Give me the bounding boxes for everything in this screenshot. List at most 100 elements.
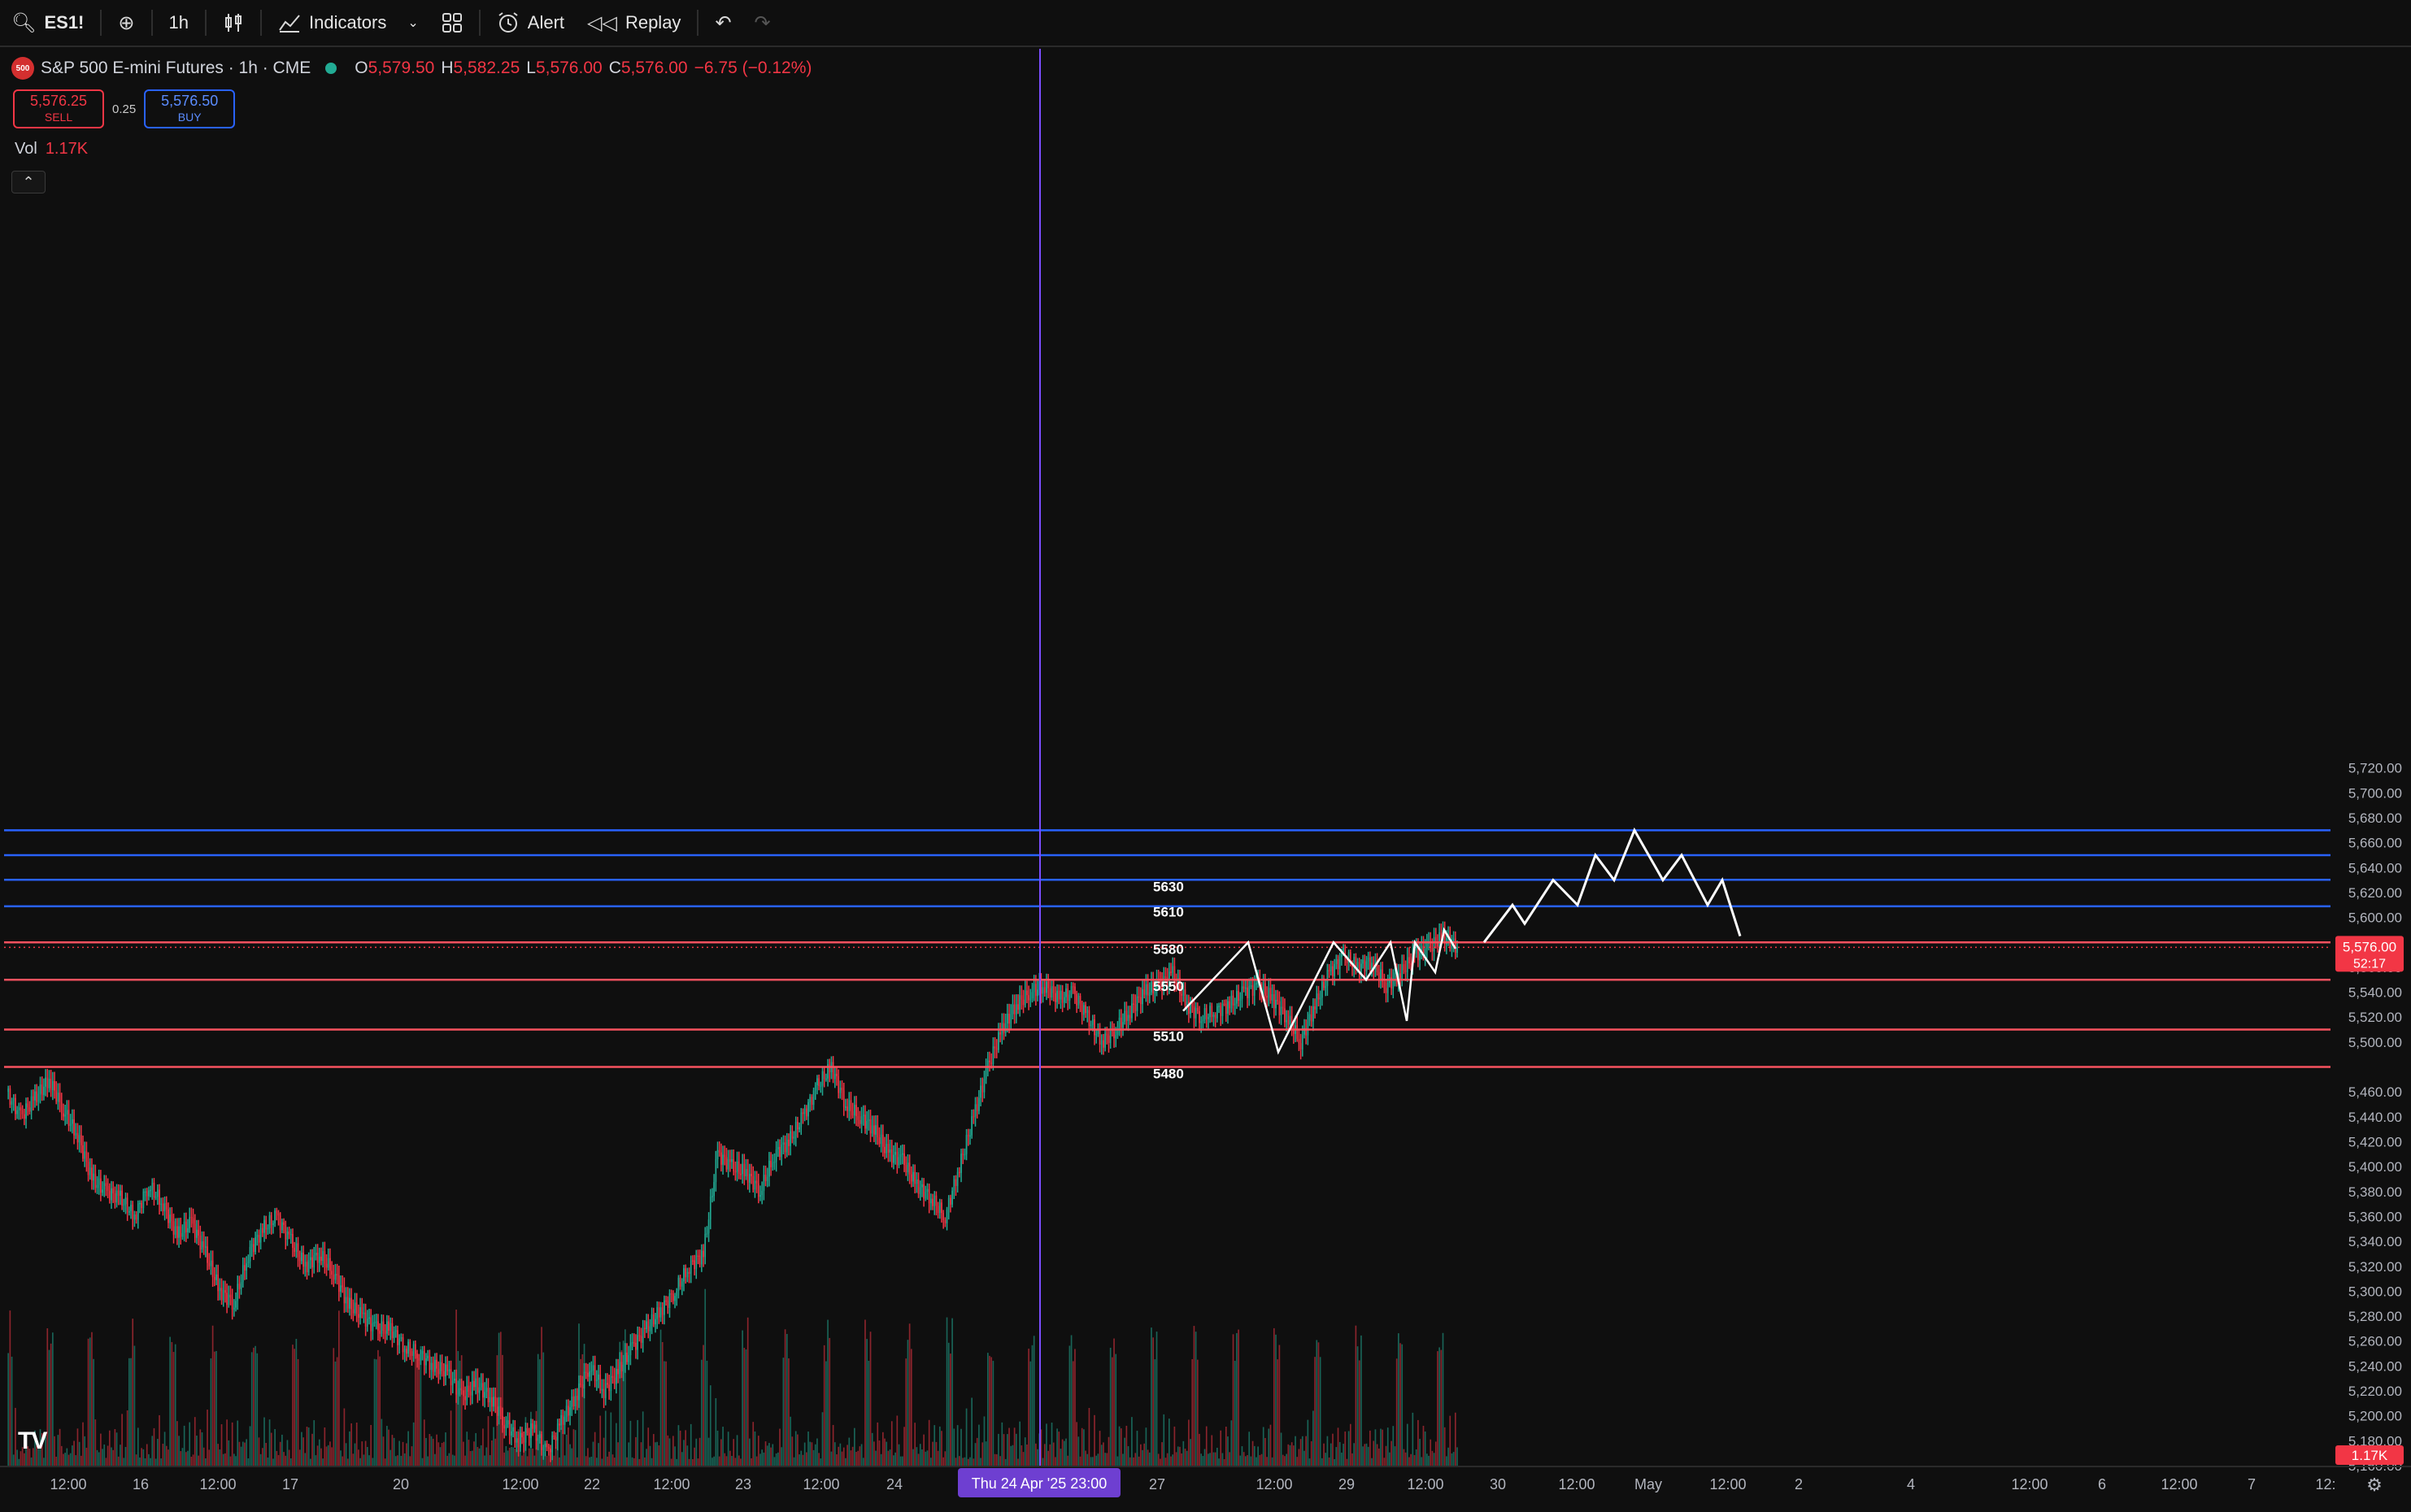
chart-type-button[interactable] [211, 0, 255, 46]
volume-bar [960, 1428, 962, 1466]
volume-bar [489, 1455, 491, 1466]
candle-body [416, 1353, 418, 1358]
volume-bar [1007, 1434, 1008, 1466]
candle-body [777, 1146, 779, 1149]
candle-body [228, 1294, 230, 1306]
candle-body [1022, 999, 1025, 1006]
candle-body [1337, 959, 1339, 970]
price-axis-background [2330, 47, 2411, 1466]
candle-body [402, 1337, 404, 1353]
volume-bar [37, 1446, 40, 1466]
symbol-title[interactable]: S&P 500 E-mini Futures · 1h · CME [41, 59, 311, 77]
volume-bar [1160, 1458, 1161, 1466]
tradingview-logo[interactable]: TV [18, 1427, 47, 1454]
volume-bar [1330, 1443, 1332, 1466]
redo-button[interactable]: ↷ [743, 0, 782, 46]
volume-bar [222, 1453, 224, 1466]
candle-body [695, 1255, 698, 1270]
candle-body [1256, 983, 1257, 984]
volume-bar [637, 1419, 638, 1466]
candle-body [160, 1203, 163, 1206]
volume-bar [466, 1432, 468, 1466]
volume-bar [956, 1425, 959, 1466]
volume-bar [189, 1422, 191, 1466]
volume-bar [969, 1457, 971, 1466]
volume-bar [772, 1444, 774, 1466]
volume-bar [854, 1427, 855, 1466]
volume-bar [172, 1352, 175, 1466]
candle-body [1200, 1021, 1203, 1023]
candle-body [1377, 971, 1380, 980]
compare-button[interactable]: ⊕ [107, 0, 146, 46]
volume-bar [619, 1341, 621, 1466]
volume-bar [460, 1355, 463, 1466]
volume-bar [89, 1337, 91, 1466]
candle-body [135, 1214, 137, 1220]
price-axis-label: 5,460.00 [2348, 1084, 2402, 1100]
projection-path[interactable] [1182, 827, 1742, 1055]
candle-body [877, 1125, 879, 1138]
buy-button[interactable]: 5,576.50 BUY [144, 89, 236, 128]
candle-body [950, 1197, 951, 1205]
time-axis[interactable]: 12:00 16 12:00 17 20 12:00 22 12:00 23 12:00 24 27 1… [0, 1466, 2411, 1497]
candle-body [202, 1241, 205, 1248]
replay-button[interactable]: ◁◁ Replay [576, 0, 692, 46]
volume-bar [93, 1358, 94, 1466]
candle-body [1346, 958, 1348, 963]
volume-bar [402, 1441, 404, 1466]
volume-bar [1234, 1361, 1236, 1466]
price-chart[interactable]: 5,670.005,650.005,630.255,609.005,580.00… [0, 47, 2411, 1512]
price-axis[interactable]: 5,720.005,700.005,680.005,660.005,640.00… [2330, 47, 2411, 1474]
candle-body [848, 1100, 851, 1111]
candle-body [141, 1202, 142, 1209]
candle-body [390, 1323, 392, 1332]
candle-body [974, 1104, 977, 1117]
sell-button[interactable]: 5,576.25 SELL [13, 89, 104, 128]
volume-legend[interactable]: Vol 1.17K [15, 140, 88, 159]
candle-body [1163, 976, 1165, 991]
volume-bar [361, 1441, 363, 1466]
candle-body [818, 1078, 820, 1086]
candle-body [720, 1152, 722, 1165]
candle-body [821, 1071, 824, 1086]
volume-bar [974, 1443, 977, 1466]
candle-body [976, 1104, 978, 1111]
chevron-down-icon[interactable]: ⌄ [407, 16, 419, 30]
candle-body [995, 1048, 998, 1050]
volume-bar [1003, 1434, 1005, 1466]
alert-button[interactable]: Alert [485, 0, 576, 46]
candles [7, 921, 1458, 1462]
candle-body [608, 1384, 610, 1392]
volume-bar [448, 1453, 450, 1466]
collapse-legend-button[interactable]: ⌃ [11, 171, 46, 193]
volume-bar [505, 1445, 507, 1466]
volume-bar [238, 1441, 241, 1466]
undo-button[interactable]: ↶ [703, 0, 742, 46]
symbol-search[interactable]: 🔍︎ ES1! [0, 0, 95, 46]
time-axis-label: 29 [1338, 1476, 1355, 1492]
volume-bar [1168, 1419, 1170, 1466]
volume-bar [233, 1453, 235, 1466]
volume-bar [180, 1451, 182, 1466]
volume-bar [590, 1456, 593, 1466]
volume-bar [94, 1419, 97, 1466]
candle-body [814, 1085, 816, 1091]
interval-button[interactable]: 1h [158, 0, 200, 46]
layouts-button[interactable] [430, 0, 474, 46]
candle-body [1440, 932, 1443, 939]
candle-body [1094, 1019, 1095, 1036]
candle-body [311, 1257, 313, 1268]
volume-bar [208, 1449, 211, 1466]
settings-icon[interactable]: ⚙ [2366, 1475, 2383, 1496]
volume-bar [1067, 1455, 1069, 1466]
volume-bar [1317, 1342, 1320, 1466]
time-axis-label: 12:00 [199, 1476, 236, 1492]
volume-bar [139, 1457, 141, 1466]
volume-bar [964, 1457, 966, 1466]
volume-bar [1015, 1433, 1017, 1466]
candle-body [1191, 1003, 1194, 1006]
level-text-label: 5610 [1153, 904, 1184, 919]
volume-bar [610, 1412, 612, 1466]
candle-body [94, 1173, 97, 1188]
indicators-button[interactable]: Indicators ⌄ [267, 0, 430, 46]
